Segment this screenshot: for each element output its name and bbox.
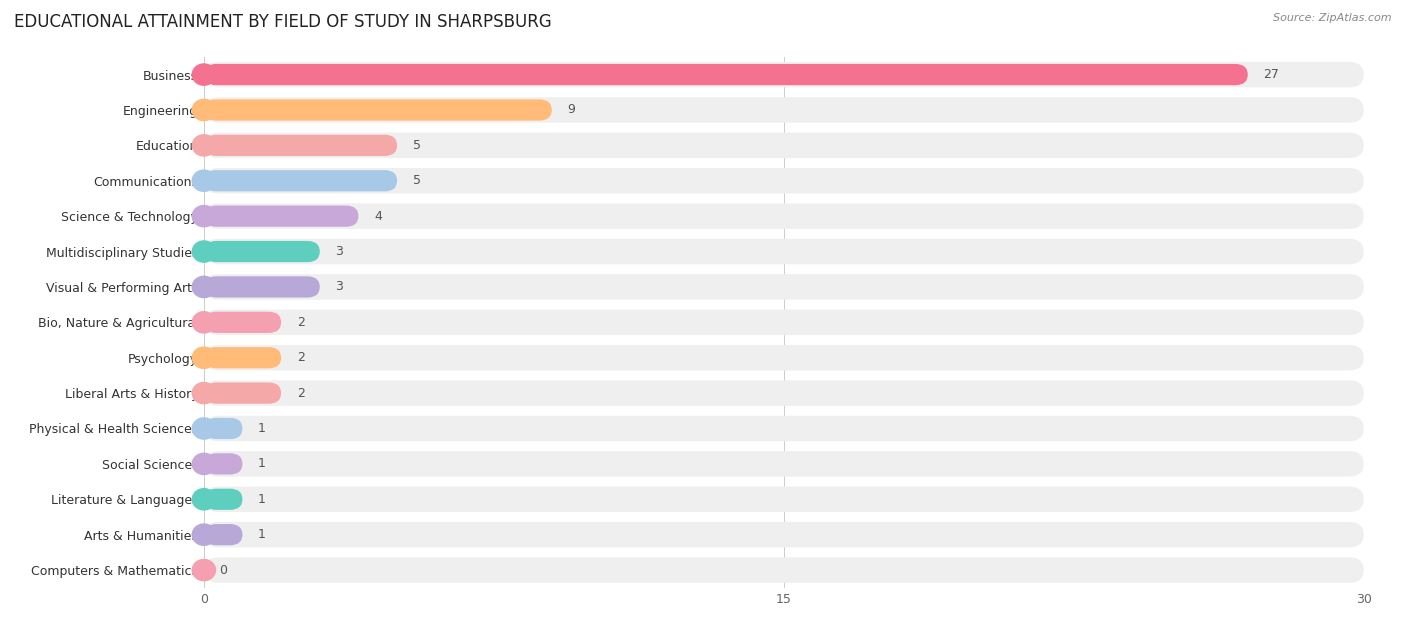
FancyBboxPatch shape [204, 451, 1364, 477]
Circle shape [193, 205, 215, 227]
FancyBboxPatch shape [204, 347, 281, 368]
FancyBboxPatch shape [204, 239, 1364, 264]
Circle shape [193, 170, 215, 191]
FancyBboxPatch shape [204, 97, 1364, 123]
Text: 5: 5 [413, 174, 420, 187]
FancyBboxPatch shape [204, 205, 359, 227]
Circle shape [193, 99, 215, 121]
Circle shape [193, 312, 215, 333]
Circle shape [193, 135, 215, 156]
Text: 5: 5 [413, 139, 420, 152]
FancyBboxPatch shape [204, 522, 1364, 547]
Text: 1: 1 [259, 493, 266, 506]
Text: 0: 0 [219, 564, 228, 576]
FancyBboxPatch shape [204, 380, 1364, 406]
FancyBboxPatch shape [204, 418, 242, 439]
Circle shape [193, 276, 215, 298]
Circle shape [193, 453, 215, 475]
Circle shape [193, 241, 215, 262]
FancyBboxPatch shape [204, 489, 242, 510]
FancyBboxPatch shape [204, 487, 1364, 512]
Circle shape [193, 64, 215, 85]
Text: 4: 4 [374, 210, 382, 222]
Text: 3: 3 [335, 281, 343, 293]
Text: 1: 1 [259, 422, 266, 435]
FancyBboxPatch shape [204, 241, 321, 262]
FancyBboxPatch shape [204, 416, 1364, 441]
FancyBboxPatch shape [204, 170, 396, 191]
Text: Source: ZipAtlas.com: Source: ZipAtlas.com [1274, 13, 1392, 23]
Text: 2: 2 [297, 387, 305, 399]
FancyBboxPatch shape [204, 62, 1364, 87]
FancyBboxPatch shape [204, 133, 1364, 158]
FancyBboxPatch shape [204, 382, 281, 404]
FancyBboxPatch shape [204, 64, 1249, 85]
Text: 27: 27 [1263, 68, 1279, 81]
Text: EDUCATIONAL ATTAINMENT BY FIELD OF STUDY IN SHARPSBURG: EDUCATIONAL ATTAINMENT BY FIELD OF STUDY… [14, 13, 551, 30]
FancyBboxPatch shape [204, 168, 1364, 193]
FancyBboxPatch shape [204, 557, 1364, 583]
Circle shape [193, 418, 215, 439]
FancyBboxPatch shape [204, 99, 551, 121]
FancyBboxPatch shape [204, 274, 1364, 300]
Text: 2: 2 [297, 316, 305, 329]
FancyBboxPatch shape [204, 204, 1364, 229]
FancyBboxPatch shape [204, 135, 396, 156]
FancyBboxPatch shape [204, 345, 1364, 370]
Circle shape [193, 559, 215, 581]
FancyBboxPatch shape [204, 276, 321, 298]
Text: 1: 1 [259, 458, 266, 470]
Circle shape [193, 524, 215, 545]
Circle shape [193, 347, 215, 368]
Circle shape [193, 382, 215, 404]
Text: 9: 9 [568, 104, 575, 116]
Text: 3: 3 [335, 245, 343, 258]
FancyBboxPatch shape [204, 312, 281, 333]
FancyBboxPatch shape [204, 453, 242, 475]
Circle shape [193, 489, 215, 510]
Text: 2: 2 [297, 351, 305, 364]
Text: 1: 1 [259, 528, 266, 541]
FancyBboxPatch shape [204, 310, 1364, 335]
FancyBboxPatch shape [204, 524, 242, 545]
